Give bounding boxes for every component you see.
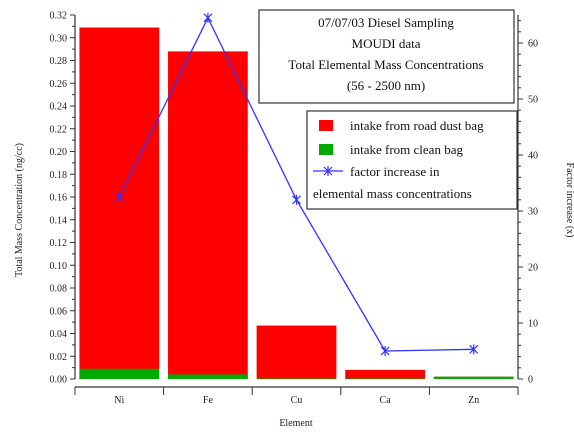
- legend-swatch-clean-bag: [319, 144, 333, 155]
- bars-layer: [79, 27, 514, 380]
- y-tick-label: 0.16: [50, 193, 68, 204]
- bar-road-dust: [168, 51, 248, 380]
- y-tick-label: 0.26: [50, 79, 68, 90]
- title-box: 07/07/03 Diesel Sampling MOUDI data Tota…: [258, 9, 515, 104]
- bar-clean-bag: [79, 368, 160, 379]
- y-tick-label: 0.14: [50, 215, 68, 226]
- legend: intake from road dust bag intake from cl…: [306, 110, 518, 210]
- title-line-1: 07/07/03 Diesel Sampling: [318, 15, 454, 30]
- x-tick-label: Ni: [114, 395, 124, 406]
- x-tick-label: Cu: [291, 395, 303, 406]
- y-tick-label: 0.32: [50, 11, 68, 22]
- bar-clean-bag: [256, 378, 337, 380]
- bar-clean-bag: [433, 376, 514, 379]
- y-tick-label: 0.04: [50, 329, 68, 340]
- factor-point: [203, 12, 213, 23]
- y-axis-title: Total Mass Concentration (ng/cc): [14, 143, 25, 277]
- factor-point: [380, 346, 390, 356]
- y-tick-label: 0.24: [50, 102, 68, 113]
- title-line-3: Total Elemental Mass Concentrations: [288, 57, 483, 72]
- bar-road-dust: [79, 27, 160, 379]
- factor-point: [292, 194, 301, 205]
- legend-label-factor-2: elemental mass concentrations: [313, 186, 472, 201]
- y-tick-label: 0.00: [50, 375, 68, 386]
- y-tick-label: 0.18: [50, 170, 68, 181]
- x-axis-title: Element: [279, 418, 313, 429]
- y-tick-label: 0.10: [50, 261, 68, 272]
- title-line-2: MOUDI data: [352, 36, 421, 51]
- legend-frame: [306, 110, 518, 210]
- y2-tick-label: 0: [528, 375, 533, 386]
- y-tick-label: 0.06: [50, 306, 68, 317]
- y-tick-label: 0.22: [50, 124, 68, 135]
- title-box-frame: [258, 9, 515, 104]
- bar-clean-bag: [345, 378, 425, 380]
- line-layer: [114, 12, 479, 356]
- bar-road-dust: [256, 325, 337, 379]
- legend-label-factor-1: factor increase in: [350, 164, 440, 179]
- y2-tick-label: 60: [528, 39, 538, 50]
- legend-label-road-dust: intake from road dust bag: [350, 118, 484, 133]
- bar-road-dust: [345, 369, 425, 379]
- y-tick-label: 0.08: [50, 284, 68, 295]
- x-tick-label: Fe: [203, 395, 214, 406]
- factor-point: [469, 344, 479, 355]
- title-line-4: (56 - 2500 nm): [347, 78, 425, 93]
- legend-label-clean-bag: intake from clean bag: [350, 142, 463, 157]
- x-tick-label: Zn: [468, 395, 479, 406]
- x-tick-label: Ca: [380, 395, 392, 406]
- y2-tick-label: 10: [528, 319, 538, 330]
- y-tick-label: 0.12: [50, 238, 68, 249]
- factor-point: [114, 192, 124, 202]
- y2-tick-label: 20: [528, 263, 538, 274]
- y2-tick-label: 30: [528, 207, 538, 218]
- y-tick-label: 0.30: [50, 33, 68, 44]
- y-tick-label: 0.28: [50, 56, 68, 67]
- y-tick-label: 0.20: [50, 147, 68, 158]
- bar-clean-bag: [168, 374, 248, 379]
- y2-tick-label: 40: [528, 151, 538, 162]
- axes-layer: 0.00 0.02 0.04 0.06 0.08 0.10 0.12 0.14 0.16 0.18…: [50, 11, 539, 407]
- legend-swatch-factor-marker: [323, 166, 333, 176]
- y2-axis-title: Factor increase (x): [564, 163, 574, 238]
- y2-tick-label: 50: [528, 95, 538, 106]
- y-tick-label: 0.02: [50, 352, 68, 363]
- legend-swatch-road-dust: [319, 120, 333, 131]
